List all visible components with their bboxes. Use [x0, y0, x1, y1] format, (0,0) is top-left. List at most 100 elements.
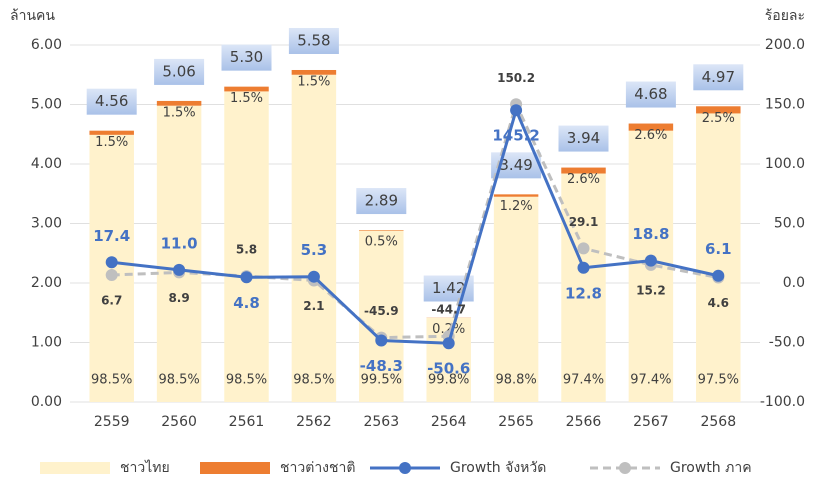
x-tick-label: 2566 [566, 414, 602, 430]
line-value-label: 5.8 [236, 243, 257, 257]
total-label: 5.58 [297, 31, 330, 49]
total-label: 4.97 [702, 68, 735, 86]
legend-marker [399, 462, 411, 474]
share-label: 0.5% [365, 235, 398, 250]
line-marker [105, 269, 118, 282]
share-label: 99.5% [361, 373, 402, 388]
share-label: 1.5% [163, 105, 196, 120]
total-label: 2.89 [365, 192, 398, 210]
bar-segment [291, 74, 337, 402]
total-label: 3.94 [567, 129, 600, 147]
y2-tick-label: 150.0 [765, 97, 805, 113]
line-value-label: -44.7 [431, 303, 466, 317]
bar-segment [493, 194, 539, 197]
bar-segment [359, 230, 404, 231]
y2-tick-label: 0.0 [783, 275, 805, 291]
line-value-label: 12.8 [565, 284, 602, 302]
line-value-label: 150.2 [497, 71, 535, 85]
y2-axis-title: ร้อยละ [765, 8, 805, 24]
share-label: 98.5% [226, 373, 267, 388]
bar-segment [359, 230, 404, 402]
bar-segment [561, 167, 606, 174]
line-value-label: 8.9 [168, 291, 189, 305]
line-value-label: 11.0 [161, 234, 198, 252]
y-tick-label: 4.00 [31, 156, 62, 172]
bar-segment [696, 113, 741, 403]
total-box [288, 27, 339, 54]
line-value-label: 6.1 [705, 240, 732, 258]
total-box [625, 81, 676, 108]
line-value-label: 4.8 [233, 294, 260, 312]
y-tick-label: 1.00 [31, 335, 62, 351]
total-label: 3.49 [499, 156, 532, 174]
x-tick-label: 2560 [161, 414, 197, 430]
share-label: 0.2% [432, 322, 465, 337]
line-value-label: 18.8 [632, 225, 669, 243]
share-label: 98.8% [495, 373, 536, 388]
line-value-label: 6.7 [101, 294, 122, 308]
bar-segment [89, 130, 134, 135]
share-label: 98.5% [91, 373, 132, 388]
line-value-label: 145.2 [492, 127, 539, 145]
x-tick-label: 2563 [363, 414, 399, 430]
line-value-label: -50.6 [427, 360, 470, 378]
legend-label: Growth ภาค [670, 460, 752, 476]
legend-label: ชาวต่างชาติ [280, 460, 355, 476]
line-value-label: 2.1 [303, 299, 324, 313]
line-marker [375, 334, 388, 347]
total-box [693, 64, 744, 91]
x-tick-label: 2567 [633, 414, 669, 430]
legend-marker [619, 462, 631, 474]
line-value-label: 17.4 [93, 227, 130, 245]
total-box [154, 58, 205, 85]
y-tick-label: 6.00 [31, 37, 62, 53]
bar-segment [156, 100, 202, 106]
x-tick-label: 2568 [700, 414, 736, 430]
total-label: 1.42 [432, 279, 465, 297]
total-box [356, 188, 407, 215]
share-label: 99.8% [428, 373, 469, 388]
y-tick-label: 3.00 [31, 216, 62, 232]
line-value-label: 5.3 [301, 241, 328, 259]
line-marker [712, 269, 725, 282]
bar-segment [224, 86, 269, 92]
share-label: 2.6% [567, 172, 600, 187]
legend-label: Growth จังหวัด [450, 460, 546, 476]
x-tick-label: 2565 [498, 414, 534, 430]
share-label: 1.5% [297, 74, 330, 89]
line-value-label: 15.2 [636, 283, 666, 297]
total-label: 5.06 [162, 62, 195, 80]
x-tick-label: 2561 [229, 414, 265, 430]
line-marker [240, 271, 253, 284]
bar-segment [561, 173, 606, 402]
line-marker [510, 104, 523, 117]
share-label: 97.5% [698, 373, 739, 388]
share-label: 98.5% [293, 373, 334, 388]
y2-tick-label: 200.0 [765, 37, 805, 53]
line-value-label: -45.9 [364, 304, 399, 318]
y-tick-label: 5.00 [31, 97, 62, 113]
y2-tick-label: -50.0 [769, 335, 805, 351]
share-label: 2.5% [702, 111, 735, 126]
y-tick-label: 0.00 [31, 394, 62, 410]
line-value-label: 4.6 [708, 296, 729, 310]
share-label: 1.2% [500, 199, 533, 214]
line-value-label: -48.3 [360, 357, 403, 375]
line-marker [577, 261, 590, 274]
total-label: 4.56 [95, 92, 128, 110]
y-tick-label: 2.00 [31, 275, 62, 291]
line [111, 100, 719, 340]
share-label: 2.6% [634, 128, 667, 143]
line-marker [105, 256, 118, 269]
bar-segment [696, 106, 741, 114]
legend-swatch [40, 462, 110, 474]
line-marker [173, 263, 186, 276]
x-tick-label: 2559 [94, 414, 130, 430]
legend-label: ชาวไทย [120, 459, 170, 476]
total-box [221, 44, 272, 71]
line-value-label: 29.1 [569, 215, 599, 229]
bar-segment [628, 123, 674, 131]
y2-tick-label: 100.0 [765, 156, 805, 172]
x-tick-label: 2562 [296, 414, 332, 430]
